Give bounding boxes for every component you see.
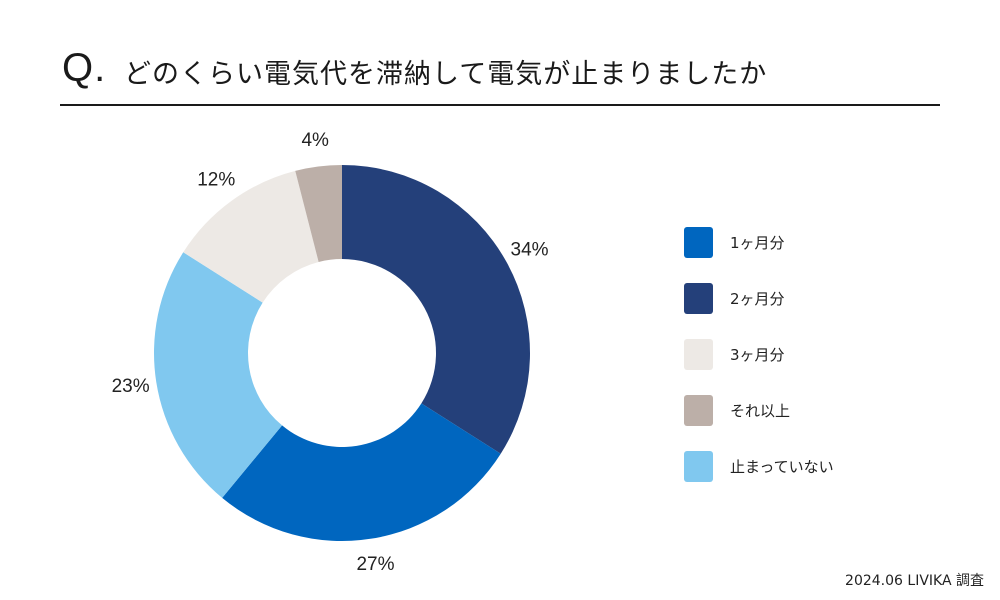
chart-legend: 1ヶ月分 2ヶ月分 3ヶ月分それ以上止まっていない [684, 226, 924, 506]
source-note: 2024.06 LIVIKA 調査 [845, 573, 984, 589]
question-title: どのくらい電気代を滞納して電気が止まりましたか [124, 59, 768, 90]
slice-percent-label: 12% [197, 169, 235, 190]
slice-percent-label: 34% [511, 239, 549, 260]
legend-item: それ以上 [684, 394, 924, 426]
legend-item: 3ヶ月分 [684, 338, 924, 370]
donut-slice [154, 252, 283, 498]
legend-swatch [684, 338, 713, 370]
legend-swatch [684, 226, 713, 258]
legend-label: 止まっていない [730, 457, 834, 476]
donut-slice [295, 165, 342, 262]
slice-percent-label: 4% [301, 130, 329, 151]
legend-label: それ以上 [730, 401, 791, 420]
legend-item: 止まっていない [684, 450, 924, 482]
donut-slice [342, 165, 530, 454]
question-mark: Q. [62, 46, 107, 90]
legend-swatch [684, 394, 713, 426]
slice-percent-label: 23% [112, 376, 150, 397]
slice-percent-label: 27% [356, 554, 394, 575]
legend-swatch [684, 450, 713, 482]
legend-label: 1ヶ月分 [730, 233, 785, 252]
donut-slice [183, 170, 319, 303]
legend-item: 2ヶ月分 [684, 282, 924, 314]
legend-label: 2ヶ月分 [730, 289, 785, 308]
chart-header: Q. どのくらい電気代を滞納して電気が止まりましたか [60, 40, 940, 106]
legend-item: 1ヶ月分 [684, 226, 924, 258]
legend-swatch [684, 282, 713, 314]
donut-slice [222, 403, 501, 541]
legend-label: 3ヶ月分 [730, 345, 785, 364]
